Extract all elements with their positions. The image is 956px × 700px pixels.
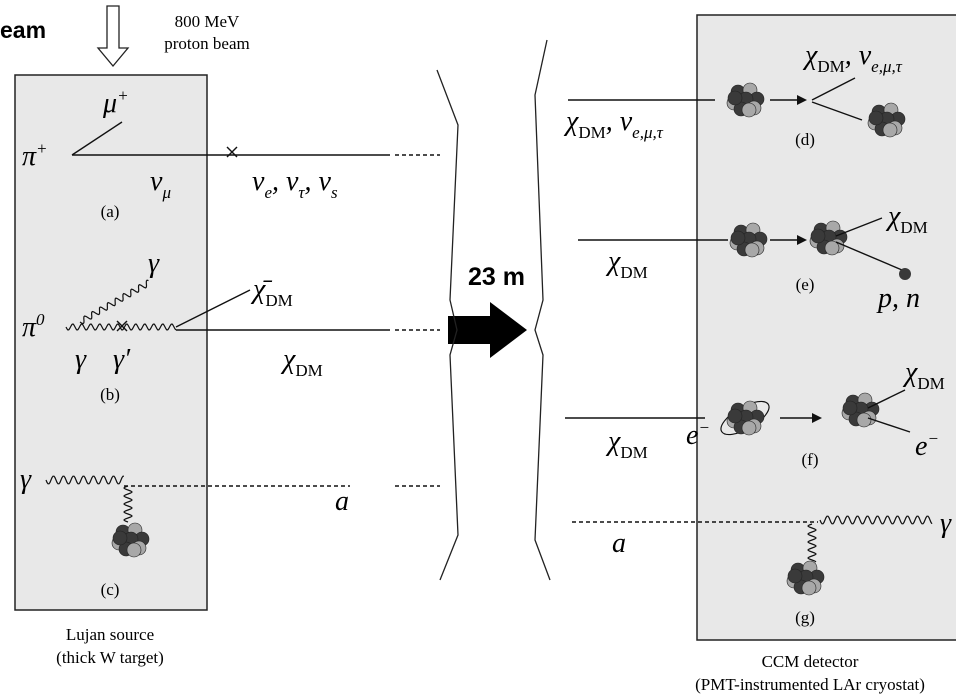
nucleon [857,413,871,427]
panel-label: (d) [795,130,815,149]
nucleon [899,268,911,280]
label-sup: − [927,429,938,448]
label-part: γ [20,464,32,495]
label-part: e [915,431,927,462]
label-part: χ [563,106,579,137]
panel-label: (g) [795,608,815,627]
math-label: χDM, νe,μ,τ [563,106,664,142]
beam-arrow [98,6,128,66]
label-sub: DM [817,57,844,76]
detector-title: CCM detector [762,652,859,671]
label-sub: DM [265,291,292,310]
label-sub: s [331,183,338,202]
math-label: γ [75,344,87,375]
math-label: χ̄DM [250,274,293,310]
source-subtitle: (thick W target) [56,648,164,667]
detector-subtitle: (PMT-instrumented LAr cryostat) [695,675,925,694]
label-part: μ [102,88,117,119]
label-part: γ [75,344,87,375]
math-label: χDM [605,426,648,462]
label-sup: 0 [36,310,45,329]
beam-type: proton beam [164,34,249,53]
nucleon [127,543,141,557]
label-part: χ [605,426,621,457]
label-part: , ν [606,106,633,137]
panel-label: (f) [802,450,819,469]
label-part: γ′ [113,344,131,375]
nucleon [728,409,742,423]
label-sub: DM [578,123,605,142]
nucleon [802,581,816,595]
label-part: χ [280,344,296,375]
label-part: χ [605,246,621,277]
label-part: π [22,141,37,172]
label-sub: e,μ,τ [871,57,903,76]
label-part: , ν [305,166,332,197]
label-sub: DM [900,218,927,237]
label-part: π [22,312,37,343]
nucleon [742,421,756,435]
label-part: e [686,420,698,451]
nucleon [811,229,825,243]
nucleon [745,243,759,257]
panel-label: (b) [100,385,120,404]
label-sub: DM [620,263,647,282]
source-title: Lujan source [66,625,154,644]
nucleon [728,91,742,105]
nucleon [788,569,802,583]
nucleon [869,111,883,125]
math-label: a [612,528,626,559]
distance-arrow [448,302,527,358]
distance: 23 m [468,263,525,291]
label-part: χ [902,357,918,388]
nucleon [742,103,756,117]
math-label: χDM [280,344,323,380]
label-sup: − [698,418,709,437]
label-part: γ [148,248,160,279]
label-part: χ [885,201,901,232]
math-label: γ′ [113,344,131,375]
math-label: a [335,486,349,517]
panel-label: (e) [796,275,815,294]
label-sub: DM [620,443,647,462]
label-sub: μ [161,183,171,202]
nucleon [883,123,897,137]
label-sup: + [36,139,47,158]
math-label: χDM [605,246,648,282]
label-sub: DM [295,361,322,380]
beam-label: eam [0,17,46,43]
math-label: γ [20,464,32,495]
wall-right [535,40,550,580]
diagram: eam 800 MeV proton beam 23 m Lujan sourc… [0,0,956,700]
nucleon [843,401,857,415]
label-part: a [612,528,626,559]
label-part: ν [252,166,265,197]
label-sub: DM [917,374,944,393]
math-label: p, n [876,283,920,314]
nucleon [731,231,745,245]
label-part: p, n [876,283,920,314]
math-label: γ [148,248,160,279]
label-part: χ [802,40,818,71]
panel-label: (a) [101,202,120,221]
label-part: ν [150,166,163,197]
label-sup: + [117,86,128,105]
panel-label: (c) [101,580,120,599]
label-part: a [335,486,349,517]
beam-energy: 800 MeV [175,12,240,31]
label-part: γ [940,508,952,539]
label-sub: e,μ,τ [632,123,664,142]
label-part: , ν [272,166,299,197]
nucleon [113,531,127,545]
label-part: , ν [845,40,872,71]
math-label: γ [940,508,952,539]
math-label: νe, ντ, νs [252,166,338,202]
